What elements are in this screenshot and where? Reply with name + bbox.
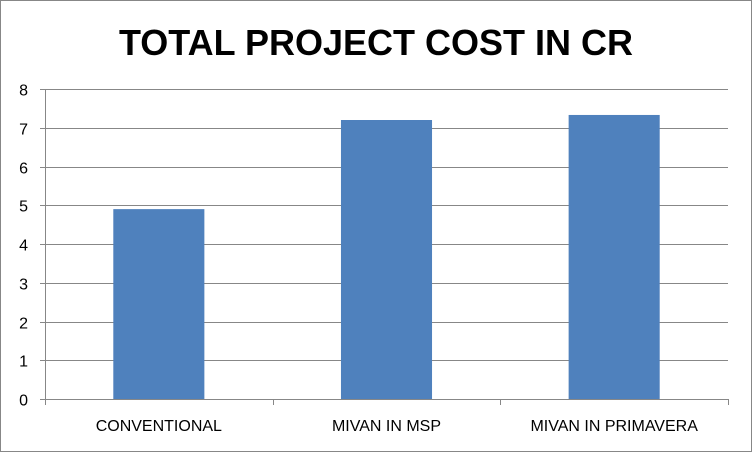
x-category-label-mivan-in-msp: MIVAN IN MSP (332, 418, 441, 435)
bar-conventional (113, 209, 205, 399)
y-tick-label-8: 8 (19, 83, 28, 100)
y-tick-label-4: 4 (19, 238, 28, 255)
bars (113, 114, 660, 400)
y-tick-label-2: 2 (19, 316, 28, 333)
y-tick-label-0: 0 (19, 393, 28, 410)
y-tick-label-3: 3 (19, 277, 28, 294)
y-tick-label-6: 6 (19, 161, 28, 178)
y-tick-labels: 0 1 2 3 4 5 6 7 8 (19, 83, 28, 410)
chart-title: TOTAL PROJECT COST IN CR (119, 22, 633, 63)
axes (40, 89, 729, 405)
y-tick-label-1: 1 (19, 354, 28, 371)
y-tick-label-7: 7 (19, 122, 28, 139)
bar-mivan-in-primavera (568, 114, 660, 400)
x-category-labels: CONVENTIONAL MIVAN IN MSP MIVAN IN PRIMAVE… (96, 418, 698, 435)
bar-mivan-in-msp (340, 120, 433, 399)
x-category-label-conventional: CONVENTIONAL (96, 418, 222, 435)
y-tick-label-5: 5 (19, 199, 28, 216)
x-category-label-mivan-in-primavera: MIVAN IN PRIMAVERA (530, 418, 698, 435)
